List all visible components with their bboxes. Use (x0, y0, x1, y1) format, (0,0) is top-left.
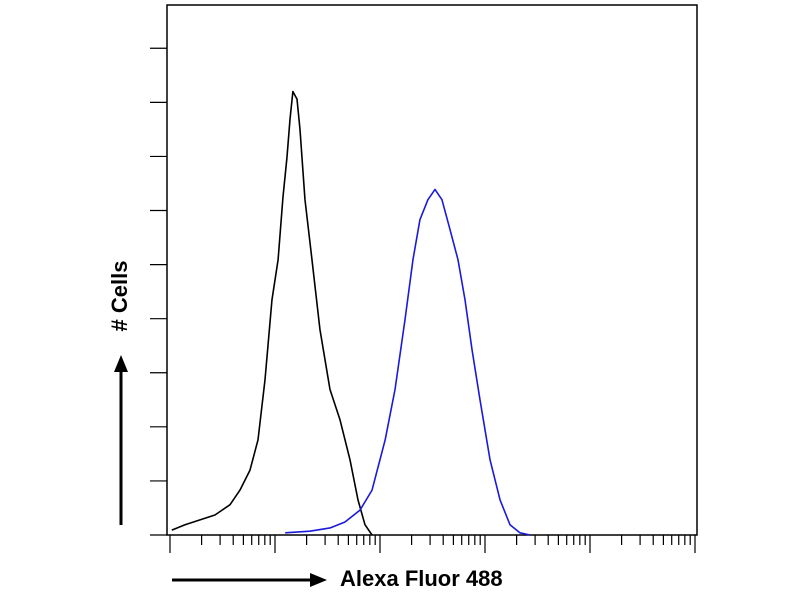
x-arrow-head (310, 573, 327, 587)
plot-frame (166, 4, 698, 536)
x-axis-label: Alexa Fluor 488 (340, 566, 503, 591)
histogram-line (285, 188, 531, 536)
histogram-line (171, 90, 373, 536)
y-arrow-head (114, 355, 128, 372)
y-axis-label: # Cells (107, 261, 132, 332)
